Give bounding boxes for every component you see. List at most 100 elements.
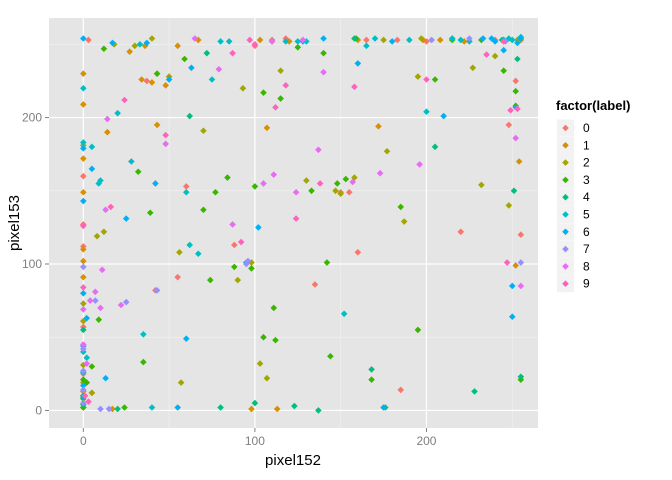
- data-point: [483, 51, 490, 58]
- data-point: [320, 35, 327, 42]
- data-point: [140, 358, 147, 366]
- data-point: [141, 42, 149, 50]
- data-point: [176, 248, 183, 256]
- data-point: [479, 35, 487, 42]
- data-point: [342, 175, 350, 183]
- legend-marker: [562, 176, 569, 184]
- data-point: [340, 310, 348, 318]
- data-point: [500, 38, 507, 45]
- data-point: [466, 35, 473, 42]
- data-point: [80, 273, 87, 281]
- data-point: [248, 405, 255, 413]
- data-point: [263, 374, 271, 382]
- data-point: [194, 250, 202, 258]
- legend-title: factor(label): [556, 98, 630, 113]
- data-point: [282, 82, 290, 89]
- data-point: [512, 87, 519, 95]
- data-point: [303, 177, 310, 184]
- data-point: [256, 360, 264, 367]
- data-point: [148, 35, 156, 42]
- data-point: [457, 228, 465, 236]
- data-point: [418, 35, 425, 42]
- data-point: [121, 404, 128, 411]
- data-point: [285, 38, 293, 45]
- data-point: [354, 248, 362, 256]
- data-point: [174, 404, 181, 411]
- data-point: [505, 35, 513, 42]
- data-point: [299, 36, 307, 44]
- data-point: [512, 262, 519, 269]
- data-point: [80, 188, 87, 196]
- data-point: [131, 42, 139, 50]
- legend-item-6: 6: [557, 223, 590, 241]
- data-point: [126, 48, 133, 55]
- data-point: [423, 108, 430, 116]
- data-point: [323, 259, 331, 266]
- data-point: [500, 67, 507, 75]
- data-point: [471, 388, 478, 395]
- legend-items: 0 1 2 3 4 5 6 7 8 9: [557, 119, 590, 293]
- data-point: [80, 326, 87, 334]
- data-point: [333, 180, 341, 187]
- data-point: [315, 146, 322, 154]
- data-point: [80, 155, 87, 162]
- data-point: [292, 188, 300, 196]
- data-point: [277, 95, 284, 102]
- data-point: [212, 188, 219, 196]
- data-point: [80, 317, 87, 325]
- legend-label: 0: [583, 121, 590, 135]
- data-point: [200, 127, 207, 135]
- data-point: [143, 77, 151, 85]
- data-point: [320, 49, 327, 57]
- legend: factor(label) 0 1 2 3 4 5 6 7 8 9: [556, 98, 630, 293]
- data-point: [332, 187, 339, 195]
- data-point: [510, 187, 518, 195]
- legend-label: 3: [583, 173, 590, 187]
- data-point: [517, 231, 525, 239]
- legend-label: 9: [583, 277, 590, 291]
- data-point: [337, 190, 344, 198]
- data-point: [308, 187, 315, 195]
- data-point: [251, 41, 259, 48]
- data-point: [311, 281, 319, 288]
- data-point: [351, 35, 358, 42]
- legend-label: 2: [583, 156, 590, 170]
- y-tick-label: 100: [22, 257, 42, 271]
- data-point: [104, 115, 111, 123]
- data-point: [80, 345, 87, 353]
- data-point: [80, 341, 87, 348]
- data-point: [134, 168, 142, 176]
- data-point: [457, 36, 465, 44]
- data-point: [488, 35, 495, 42]
- data-point: [248, 265, 255, 272]
- data-point: [517, 35, 525, 42]
- data-point: [368, 366, 375, 373]
- data-point: [80, 172, 87, 180]
- data-point: [107, 203, 115, 211]
- data-point: [86, 297, 94, 304]
- data-point: [186, 241, 193, 249]
- data-point: [517, 259, 525, 266]
- data-point: [316, 180, 324, 187]
- data-point: [517, 282, 525, 290]
- data-point: [177, 379, 185, 386]
- data-point: [294, 43, 302, 51]
- legend-marker: [562, 228, 569, 236]
- data-point: [349, 178, 356, 186]
- data-point: [93, 232, 101, 240]
- data-point: [162, 131, 169, 139]
- data-point: [414, 326, 422, 334]
- data-point: [272, 104, 279, 111]
- data-point: [109, 405, 116, 413]
- data-point: [400, 218, 408, 225]
- data-point: [80, 246, 87, 253]
- data-point: [363, 36, 370, 44]
- data-point: [80, 289, 87, 297]
- data-point: [165, 76, 173, 83]
- data-point: [320, 68, 327, 76]
- data-point: [239, 84, 247, 92]
- data-point: [80, 382, 87, 389]
- legend-item-8: 8: [557, 257, 590, 275]
- legend-label: 4: [583, 190, 590, 204]
- data-point: [80, 284, 87, 291]
